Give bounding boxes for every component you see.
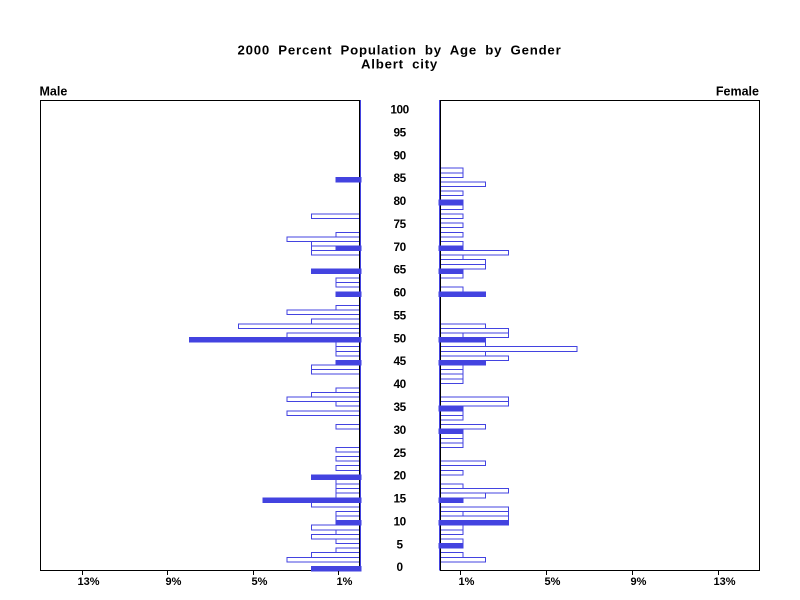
- svg-text:5: 5: [397, 537, 404, 551]
- svg-text:5%: 5%: [252, 576, 268, 588]
- svg-text:70: 70: [393, 240, 406, 254]
- svg-text:100: 100: [390, 103, 409, 117]
- svg-text:35: 35: [393, 400, 406, 414]
- svg-text:45: 45: [393, 354, 406, 368]
- svg-text:50: 50: [393, 331, 406, 345]
- svg-text:25: 25: [393, 446, 406, 460]
- svg-text:Male: Male: [40, 85, 68, 99]
- svg-text:95: 95: [393, 125, 406, 139]
- svg-text:9%: 9%: [166, 576, 182, 588]
- svg-text:55: 55: [393, 308, 406, 322]
- svg-text:1%: 1%: [337, 576, 353, 588]
- svg-text:15: 15: [393, 492, 406, 506]
- svg-text:2000 Percent Population by Age: 2000 Percent Population by Age by Gender: [238, 42, 562, 57]
- svg-text:85: 85: [393, 171, 406, 185]
- svg-text:13%: 13%: [713, 576, 735, 588]
- svg-text:75: 75: [393, 217, 406, 231]
- svg-text:10: 10: [393, 514, 406, 528]
- svg-text:60: 60: [393, 286, 406, 300]
- svg-text:Female: Female: [716, 85, 759, 99]
- svg-text:0: 0: [397, 560, 404, 574]
- svg-text:13%: 13%: [77, 576, 99, 588]
- svg-text:80: 80: [393, 194, 406, 208]
- svg-text:9%: 9%: [631, 576, 647, 588]
- svg-text:90: 90: [393, 148, 406, 162]
- svg-text:30: 30: [393, 423, 406, 437]
- svg-text:20: 20: [393, 469, 406, 483]
- svg-text:40: 40: [393, 377, 406, 391]
- svg-text:65: 65: [393, 263, 406, 277]
- svg-text:Albert city: Albert city: [361, 57, 438, 72]
- svg-text:1%: 1%: [459, 576, 475, 588]
- svg-text:5%: 5%: [545, 576, 561, 588]
